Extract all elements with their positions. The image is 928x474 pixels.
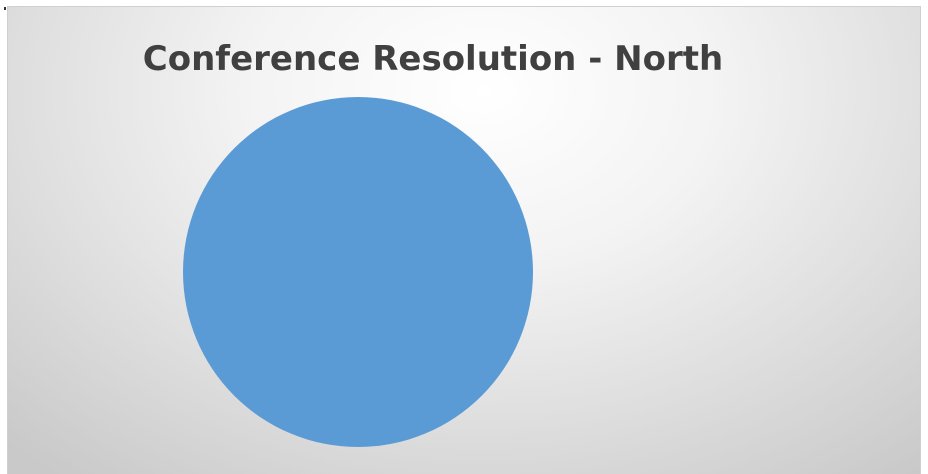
corner-marker xyxy=(4,7,6,10)
chart-title: Conference Resolution - North xyxy=(142,39,724,79)
pie-plot-area xyxy=(183,97,533,447)
chart-area: Conference Resolution - North xyxy=(7,6,921,474)
pie-slice xyxy=(183,97,533,447)
